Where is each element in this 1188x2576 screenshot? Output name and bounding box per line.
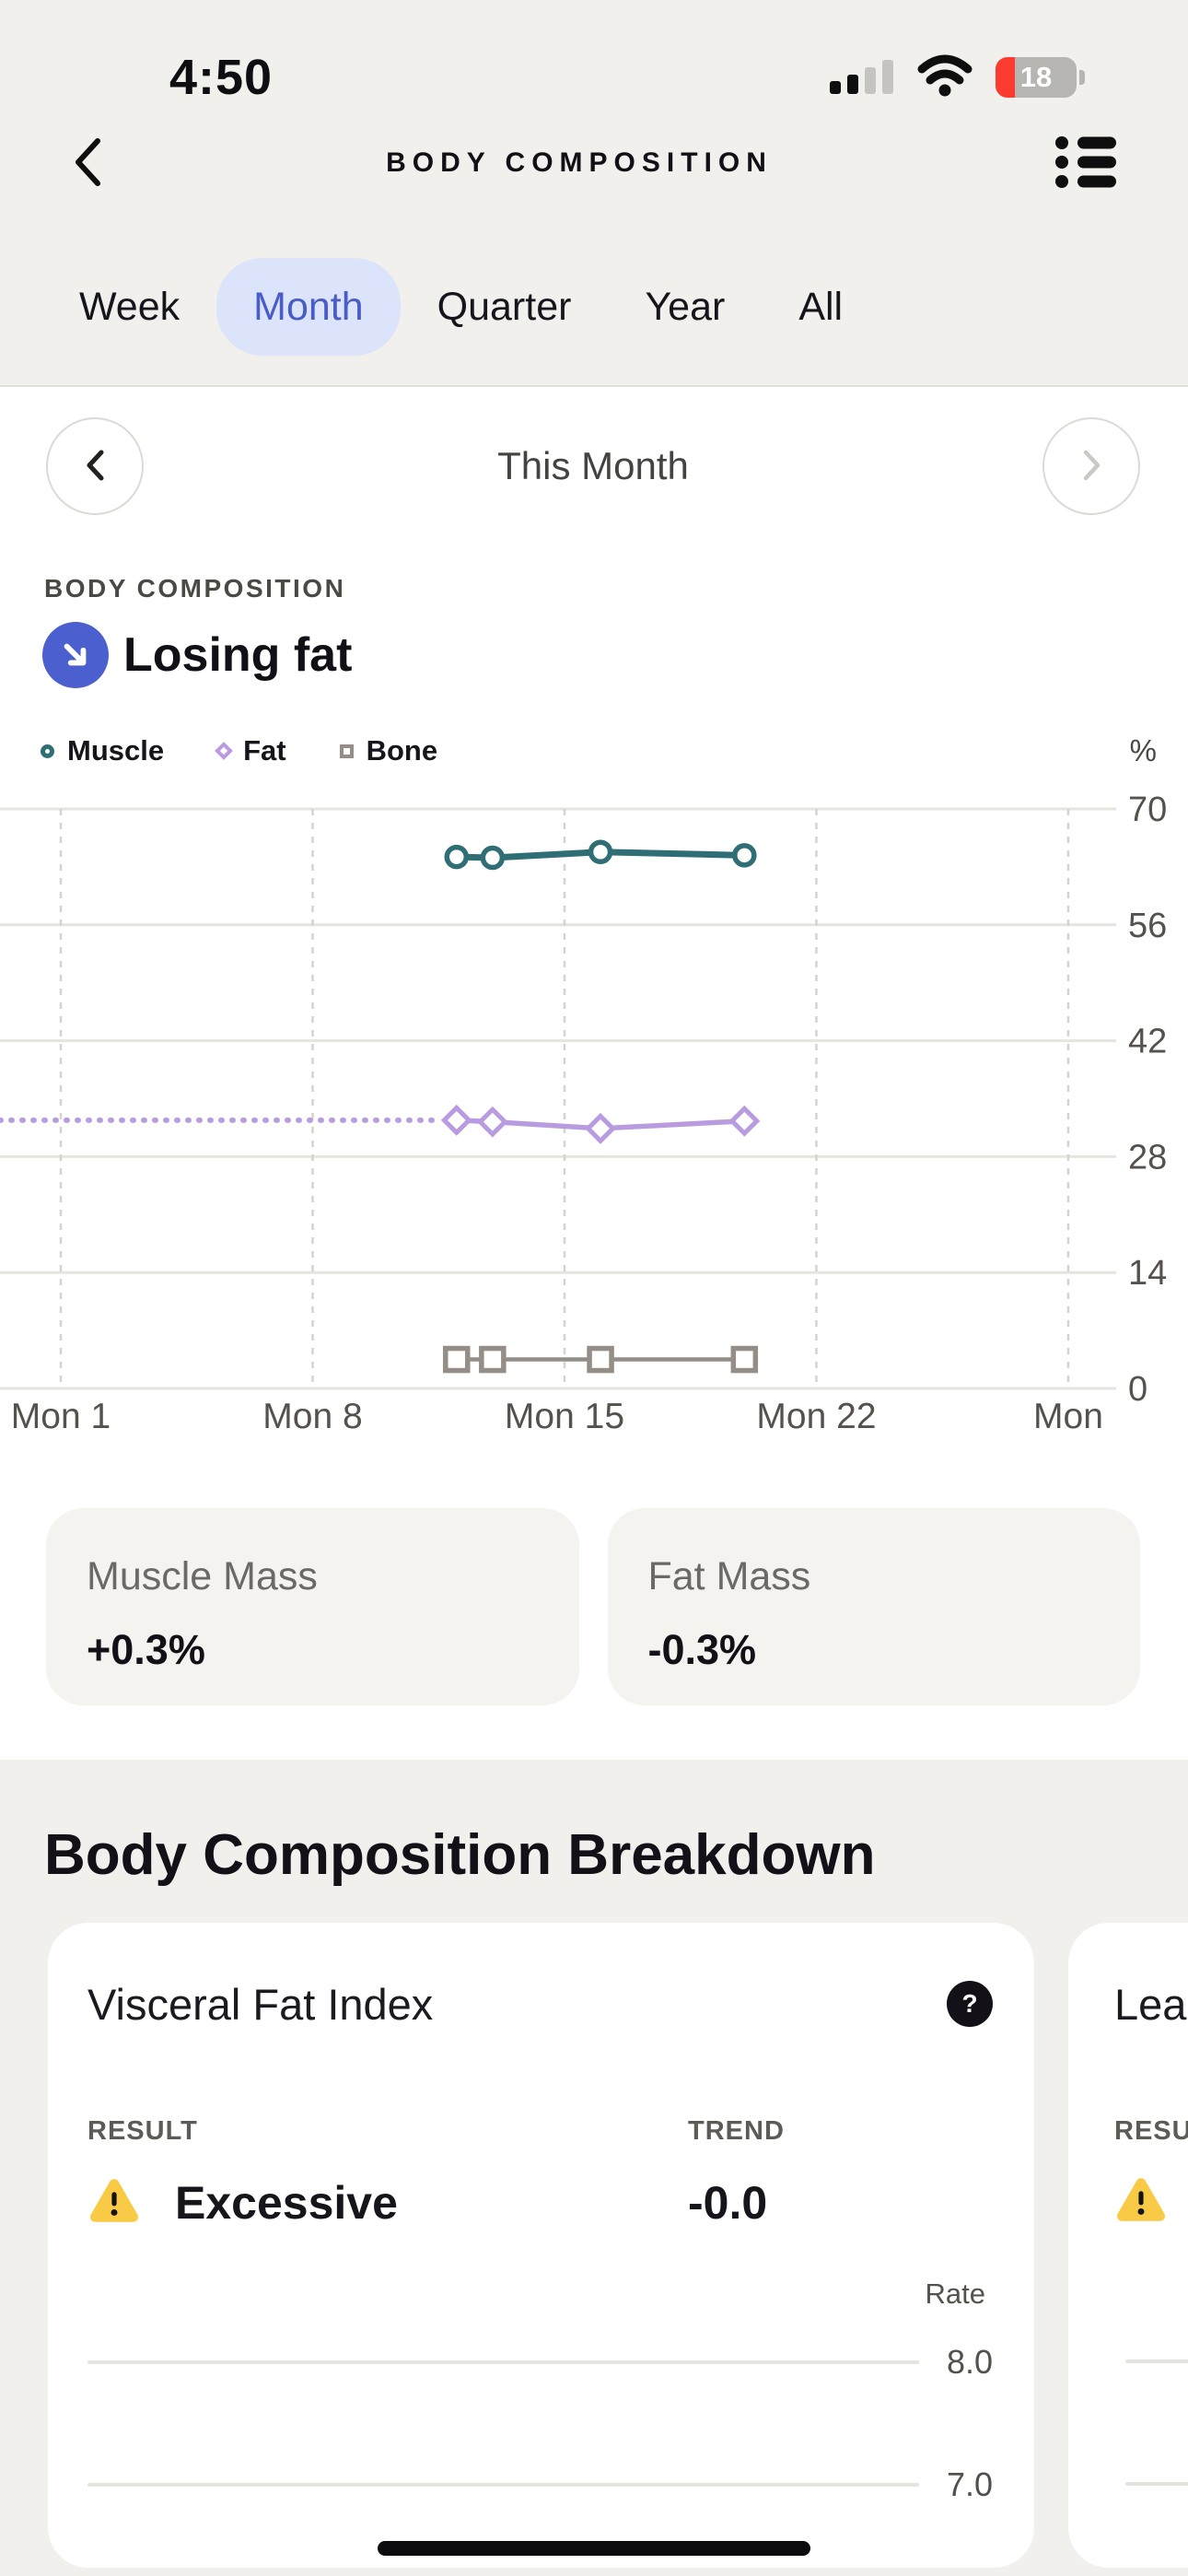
back-button[interactable] [72, 136, 103, 191]
chevron-left-icon [85, 449, 105, 485]
trend-summary: Losing fat [42, 622, 1188, 688]
svg-text:Mon: Mon [1033, 1397, 1103, 1434]
warning-icon [1114, 2176, 1168, 2229]
trend-value: -0.0 [688, 2177, 768, 2229]
svg-text:42: 42 [1128, 1023, 1167, 1061]
cellular-signal-icon [830, 57, 894, 99]
svg-text:14: 14 [1128, 1254, 1167, 1293]
gridline [87, 2360, 919, 2364]
legend-item-bone: Bone [339, 734, 437, 767]
tab-year[interactable]: Year [608, 258, 762, 356]
previous-period-button[interactable] [46, 417, 144, 515]
battery-cap [1079, 70, 1085, 85]
y-tick-label: 8.0 [946, 2343, 993, 2381]
status-icons: 18 [830, 54, 1085, 101]
svg-text:0: 0 [1128, 1370, 1147, 1409]
svg-text:Mon 8: Mon 8 [262, 1397, 362, 1434]
gridline [87, 2483, 919, 2487]
page-title: BODY COMPOSITION [386, 147, 773, 178]
list-icon [1055, 135, 1116, 193]
period-tabs: Week Month Quarter Year All [0, 258, 1188, 356]
card-label: Fat Mass [647, 1554, 811, 1598]
status-bar: 4:50 18 [0, 0, 1188, 107]
fat-marker-icon [215, 742, 234, 760]
trend-label: TREND [688, 2116, 785, 2146]
rate-mini-chart [1114, 2249, 1188, 2525]
composition-chart-svg: 70 56 42 28 14 0 Mon 1 Mon 8 Mon 15 Mon 22 Mon [0, 790, 1167, 1434]
card-value: +0.3% [87, 1626, 205, 1673]
home-indicator[interactable] [378, 2541, 810, 2556]
tab-week[interactable]: Week [42, 258, 216, 356]
rate-mini-chart: Rate 8.0 7.0 [87, 2250, 993, 2526]
section-eyebrow: BODY COMPOSITION [44, 574, 346, 603]
tab-all[interactable]: All [762, 258, 879, 356]
period-navigator: This Month [0, 387, 1188, 515]
svg-text:56: 56 [1128, 907, 1167, 945]
visceral-fat-index-card[interactable]: Visceral Fat Index ? RESULT TREND [48, 1923, 1034, 2568]
breakdown-section: Body Composition Breakdown Visceral Fat … [0, 1760, 1188, 2568]
battery-fill [996, 57, 1016, 98]
gridline [1125, 2482, 1188, 2486]
summary-cards: Muscle Mass +0.3% Fat Mass -0.3% [0, 1508, 1188, 1705]
status-time: 4:50 [169, 50, 274, 105]
next-period-button[interactable] [1042, 417, 1140, 515]
trend-label: Losing fat [123, 628, 353, 682]
legend-item-muscle: Muscle [41, 734, 164, 767]
gridline [1125, 2359, 1188, 2363]
svg-text:Mon 15: Mon 15 [505, 1397, 624, 1434]
period-label: This Month [497, 444, 689, 487]
battery-icon: 18 [996, 57, 1085, 98]
tab-quarter[interactable]: Quarter [401, 258, 609, 356]
bone-marker-icon [339, 744, 354, 758]
chevron-right-icon [1081, 449, 1101, 485]
warning-icon [87, 2177, 141, 2230]
card-title: Lea [1114, 1979, 1187, 2029]
svg-text:Mon 22: Mon 22 [756, 1397, 876, 1434]
result-value: Excessive [175, 2177, 398, 2229]
help-icon[interactable]: ? [947, 1981, 993, 2027]
composition-chart: 70 56 42 28 14 0 Mon 1 Mon 8 Mon 15 Mon 22 Mon [0, 789, 1188, 1434]
fat-mass-card: Fat Mass -0.3% [607, 1508, 1140, 1705]
legend-item-fat: Fat [215, 734, 286, 767]
chevron-left-icon [72, 136, 103, 191]
muscle-marker-icon [41, 744, 54, 758]
svg-text:28: 28 [1128, 1138, 1167, 1177]
nav-bar: BODY COMPOSITION [0, 133, 1188, 193]
next-breakdown-card[interactable]: Lea RESU [1068, 1923, 1188, 2568]
muscle-mass-card: Muscle Mass +0.3% [46, 1508, 579, 1705]
divider [0, 385, 1188, 387]
wifi-icon [916, 54, 973, 101]
card-value: -0.3% [647, 1626, 757, 1673]
svg-text:70: 70 [1128, 790, 1167, 829]
breakdown-heading: Body Composition Breakdown [44, 1823, 876, 1887]
chart-legend: Muscle Fat Bone % [41, 732, 1157, 769]
result-label: RESU [1114, 2116, 1188, 2146]
trend-down-right-icon [42, 622, 109, 688]
svg-text:Mon 1: Mon 1 [11, 1397, 111, 1434]
tab-month[interactable]: Month [216, 258, 401, 356]
battery-percent: 18 [1019, 61, 1053, 93]
rate-axis-label: Rate [925, 2277, 985, 2310]
breakdown-card-carousel[interactable]: Visceral Fat Index ? RESULT TREND [0, 1923, 1188, 2568]
result-label: RESULT [87, 2116, 198, 2146]
chart-section: This Month BODY COMPOSITION Losing fat [0, 387, 1188, 1760]
card-title: Visceral Fat Index [87, 1979, 434, 2029]
y-axis-unit: % [1129, 733, 1157, 767]
card-label: Muscle Mass [87, 1554, 318, 1598]
list-menu-button[interactable] [1055, 135, 1116, 193]
y-tick-label: 7.0 [946, 2465, 993, 2503]
